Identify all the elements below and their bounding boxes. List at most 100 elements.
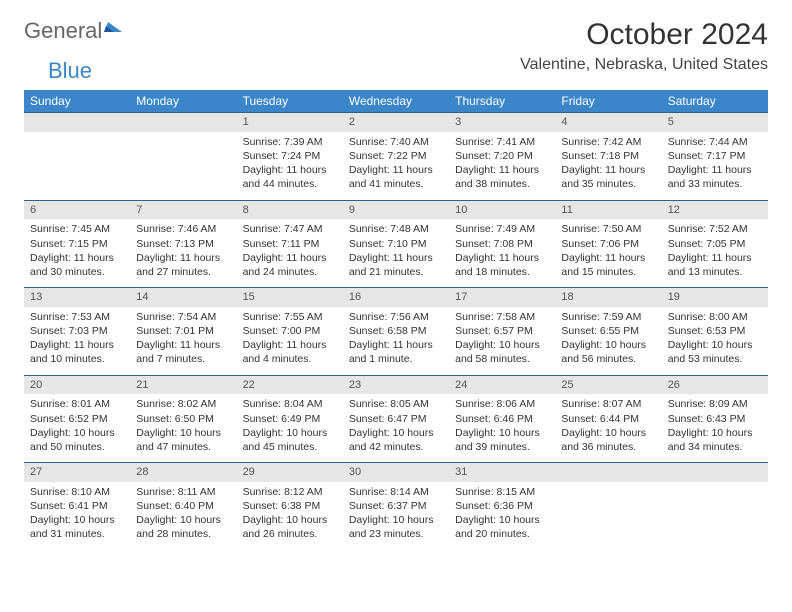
sunrise-text: Sunrise: 8:02 AM [136,397,230,411]
day-number: 11 [555,201,661,220]
brand-part2: Blue [48,58,92,84]
day-cell: 3Sunrise: 7:41 AMSunset: 7:20 PMDaylight… [449,113,555,201]
sunrise-text: Sunrise: 7:40 AM [349,135,443,149]
day-cell: 10Sunrise: 7:49 AMSunset: 7:08 PMDayligh… [449,200,555,288]
week-row: 13Sunrise: 7:53 AMSunset: 7:03 PMDayligh… [24,288,768,376]
daylight-text: Daylight: 10 hours and 31 minutes. [30,513,124,541]
day-body: Sunrise: 7:55 AMSunset: 7:00 PMDaylight:… [237,307,343,375]
day-cell: 29Sunrise: 8:12 AMSunset: 6:38 PMDayligh… [237,463,343,550]
sunrise-text: Sunrise: 7:59 AM [561,310,655,324]
day-body: Sunrise: 7:49 AMSunset: 7:08 PMDaylight:… [449,219,555,287]
sunset-text: Sunset: 6:58 PM [349,324,443,338]
day-body: Sunrise: 7:40 AMSunset: 7:22 PMDaylight:… [343,132,449,200]
day-body: Sunrise: 8:12 AMSunset: 6:38 PMDaylight:… [237,482,343,550]
day-number: 4 [555,113,661,132]
week-row: 20Sunrise: 8:01 AMSunset: 6:52 PMDayligh… [24,375,768,463]
daylight-text: Daylight: 10 hours and 56 minutes. [561,338,655,366]
day-cell: 22Sunrise: 8:04 AMSunset: 6:49 PMDayligh… [237,375,343,463]
day-cell [24,113,130,201]
day-cell: 16Sunrise: 7:56 AMSunset: 6:58 PMDayligh… [343,288,449,376]
sunset-text: Sunset: 7:10 PM [349,237,443,251]
day-body: Sunrise: 8:09 AMSunset: 6:43 PMDaylight:… [662,394,768,462]
day-number: 6 [24,201,130,220]
sunset-text: Sunset: 7:13 PM [136,237,230,251]
brand-logo: General [24,18,126,44]
sunrise-text: Sunrise: 7:48 AM [349,222,443,236]
day-number: 16 [343,288,449,307]
daylight-text: Daylight: 11 hours and 21 minutes. [349,251,443,279]
sunset-text: Sunset: 6:44 PM [561,412,655,426]
day-body: Sunrise: 7:45 AMSunset: 7:15 PMDaylight:… [24,219,130,287]
sunrise-text: Sunrise: 8:11 AM [136,485,230,499]
dow-wed: Wednesday [343,90,449,113]
day-body-empty [662,482,768,534]
daylight-text: Daylight: 10 hours and 23 minutes. [349,513,443,541]
sunrise-text: Sunrise: 7:41 AM [455,135,549,149]
day-body: Sunrise: 8:05 AMSunset: 6:47 PMDaylight:… [343,394,449,462]
day-cell: 7Sunrise: 7:46 AMSunset: 7:13 PMDaylight… [130,200,236,288]
day-cell: 28Sunrise: 8:11 AMSunset: 6:40 PMDayligh… [130,463,236,550]
day-body: Sunrise: 7:42 AMSunset: 7:18 PMDaylight:… [555,132,661,200]
sunset-text: Sunset: 6:41 PM [30,499,124,513]
day-number: 9 [343,201,449,220]
day-cell: 30Sunrise: 8:14 AMSunset: 6:37 PMDayligh… [343,463,449,550]
day-cell: 31Sunrise: 8:15 AMSunset: 6:36 PMDayligh… [449,463,555,550]
daylight-text: Daylight: 10 hours and 45 minutes. [243,426,337,454]
day-cell: 25Sunrise: 8:07 AMSunset: 6:44 PMDayligh… [555,375,661,463]
daylight-text: Daylight: 11 hours and 44 minutes. [243,163,337,191]
daylight-text: Daylight: 11 hours and 7 minutes. [136,338,230,366]
day-cell: 13Sunrise: 7:53 AMSunset: 7:03 PMDayligh… [24,288,130,376]
sunrise-text: Sunrise: 7:39 AM [243,135,337,149]
day-number: 8 [237,201,343,220]
day-cell: 18Sunrise: 7:59 AMSunset: 6:55 PMDayligh… [555,288,661,376]
sunrise-text: Sunrise: 7:46 AM [136,222,230,236]
day-number: 25 [555,376,661,395]
sunrise-text: Sunrise: 8:10 AM [30,485,124,499]
sunset-text: Sunset: 7:05 PM [668,237,762,251]
sunset-text: Sunset: 7:00 PM [243,324,337,338]
day-body: Sunrise: 7:44 AMSunset: 7:17 PMDaylight:… [662,132,768,200]
daylight-text: Daylight: 10 hours and 50 minutes. [30,426,124,454]
day-body: Sunrise: 8:15 AMSunset: 6:36 PMDaylight:… [449,482,555,550]
dow-mon: Monday [130,90,236,113]
day-cell: 17Sunrise: 7:58 AMSunset: 6:57 PMDayligh… [449,288,555,376]
day-body-empty [24,132,130,184]
sunset-text: Sunset: 7:06 PM [561,237,655,251]
day-cell: 11Sunrise: 7:50 AMSunset: 7:06 PMDayligh… [555,200,661,288]
day-number: 29 [237,463,343,482]
daylight-text: Daylight: 11 hours and 33 minutes. [668,163,762,191]
sunset-text: Sunset: 6:53 PM [668,324,762,338]
day-body: Sunrise: 7:50 AMSunset: 7:06 PMDaylight:… [555,219,661,287]
daylight-text: Daylight: 11 hours and 35 minutes. [561,163,655,191]
sunrise-text: Sunrise: 8:07 AM [561,397,655,411]
day-body: Sunrise: 7:59 AMSunset: 6:55 PMDaylight:… [555,307,661,375]
dow-sun: Sunday [24,90,130,113]
daylight-text: Daylight: 11 hours and 27 minutes. [136,251,230,279]
logo-flag-icon [104,18,126,34]
sunrise-text: Sunrise: 8:01 AM [30,397,124,411]
daylight-text: Daylight: 10 hours and 39 minutes. [455,426,549,454]
daylight-text: Daylight: 10 hours and 20 minutes. [455,513,549,541]
sunset-text: Sunset: 6:55 PM [561,324,655,338]
week-row: 1Sunrise: 7:39 AMSunset: 7:24 PMDaylight… [24,113,768,201]
day-body: Sunrise: 8:10 AMSunset: 6:41 PMDaylight:… [24,482,130,550]
day-number: 27 [24,463,130,482]
sunset-text: Sunset: 6:47 PM [349,412,443,426]
day-number-empty [24,113,130,132]
day-number: 19 [662,288,768,307]
dow-sat: Saturday [662,90,768,113]
sunrise-text: Sunrise: 7:47 AM [243,222,337,236]
day-number: 23 [343,376,449,395]
week-row: 27Sunrise: 8:10 AMSunset: 6:41 PMDayligh… [24,463,768,550]
sunrise-text: Sunrise: 7:42 AM [561,135,655,149]
day-number: 17 [449,288,555,307]
sunrise-text: Sunrise: 7:50 AM [561,222,655,236]
day-cell: 1Sunrise: 7:39 AMSunset: 7:24 PMDaylight… [237,113,343,201]
sunset-text: Sunset: 7:08 PM [455,237,549,251]
sunset-text: Sunset: 7:15 PM [30,237,124,251]
day-cell: 8Sunrise: 7:47 AMSunset: 7:11 PMDaylight… [237,200,343,288]
sunset-text: Sunset: 7:24 PM [243,149,337,163]
sunset-text: Sunset: 6:38 PM [243,499,337,513]
day-body: Sunrise: 7:52 AMSunset: 7:05 PMDaylight:… [662,219,768,287]
sunrise-text: Sunrise: 8:12 AM [243,485,337,499]
